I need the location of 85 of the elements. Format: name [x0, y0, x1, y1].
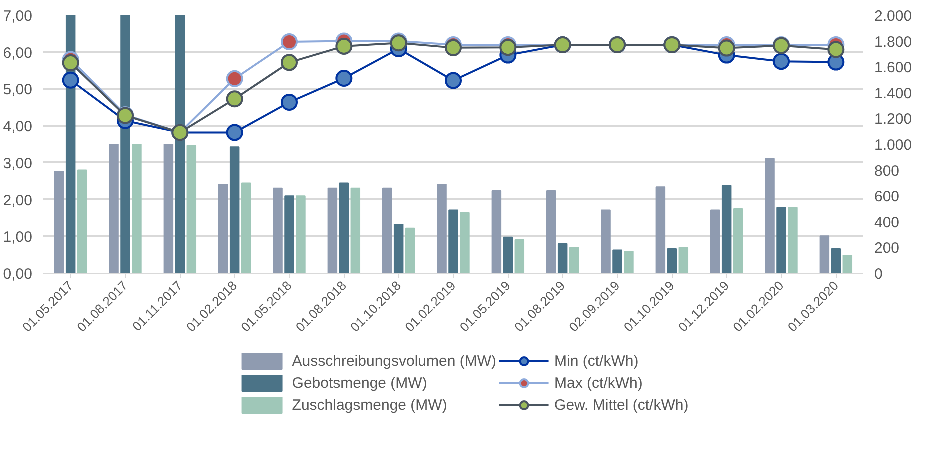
- y2-tick-label: 600: [874, 188, 900, 206]
- y-tick-label: 7,00: [3, 8, 33, 25]
- bar: [569, 247, 580, 274]
- bar: [831, 248, 842, 274]
- legend-label: Min (ct/kWh): [554, 352, 639, 370]
- bar: [820, 236, 830, 274]
- point: [718, 40, 736, 57]
- y2-tick-label: 1.600: [874, 60, 912, 77]
- legend-label: Gebotsmenge (MW): [292, 374, 428, 392]
- bar: [164, 144, 174, 274]
- y-tick-label: 5,00: [3, 82, 33, 99]
- bar: [612, 250, 622, 274]
- bar: [667, 248, 678, 274]
- y2-tick-label: 1.400: [874, 85, 912, 102]
- y-tick-label: 3,00: [3, 155, 33, 172]
- point: [62, 72, 80, 89]
- bar: [765, 158, 775, 274]
- bar: [460, 212, 470, 274]
- point: [336, 70, 353, 88]
- y2-tick-label: 1.000: [874, 137, 912, 154]
- legend-label: Max (ct/kWh): [554, 374, 643, 392]
- bar: [448, 210, 458, 274]
- bar: [601, 210, 611, 274]
- point: [828, 41, 845, 58]
- bar: [186, 145, 197, 274]
- bar: [296, 196, 306, 274]
- bar: [678, 247, 689, 274]
- y2-tick-label: 800: [874, 162, 900, 180]
- point: [281, 94, 298, 111]
- bar: [175, 16, 186, 274]
- bar: [558, 243, 568, 274]
- y-tick-label: 4,00: [3, 118, 33, 136]
- point: [500, 39, 517, 56]
- point: [773, 53, 790, 70]
- bar: [54, 171, 64, 274]
- bar: [339, 182, 350, 274]
- y2-tick-label: 200: [874, 240, 900, 258]
- point: [445, 72, 462, 90]
- y-tick-label: 2,00: [3, 192, 33, 210]
- bar: [218, 184, 228, 274]
- bar: [733, 208, 744, 274]
- y2-tick-label: 0: [874, 266, 883, 283]
- y2-tick-label: 400: [874, 214, 900, 232]
- bar: [722, 185, 732, 274]
- bar: [405, 228, 416, 274]
- bar: [492, 190, 502, 274]
- bar: [842, 254, 853, 274]
- bar: [776, 207, 786, 274]
- y-tick-label: 6,00: [3, 44, 33, 62]
- legend-label: Gew. Mittel (ct/kWh): [554, 396, 689, 414]
- bar: [788, 207, 798, 274]
- point: [226, 70, 244, 88]
- bar: [503, 236, 514, 274]
- bar: [109, 144, 119, 274]
- y-tick-label: 0,00: [3, 266, 33, 283]
- bar: [132, 144, 142, 274]
- bar: [394, 224, 404, 274]
- y2-tick-label: 1.800: [874, 34, 912, 51]
- y2-tick-label: 1.200: [874, 111, 912, 128]
- bar: [437, 184, 447, 274]
- y2-tick-label: 2.000: [874, 8, 912, 25]
- point: [281, 34, 298, 51]
- point: [281, 54, 298, 72]
- bar: [273, 188, 283, 274]
- bar: [382, 188, 392, 274]
- point: [62, 54, 80, 72]
- legend-label: Zuschlagsmenge (MW): [292, 396, 448, 414]
- bar: [546, 190, 556, 274]
- bar: [328, 188, 338, 274]
- point: [445, 39, 462, 56]
- bar: [624, 251, 634, 274]
- bar: [710, 210, 720, 274]
- point: [336, 38, 353, 55]
- point: [226, 124, 244, 142]
- bar: [514, 239, 525, 274]
- point: [226, 90, 244, 108]
- bar: [241, 182, 252, 274]
- y-tick-label: 1,00: [3, 229, 33, 246]
- bar: [284, 196, 294, 274]
- bar: [350, 188, 361, 274]
- bar: [77, 170, 88, 274]
- legend-label: Ausschreibungsvolumen (MW): [292, 352, 497, 370]
- bar: [120, 16, 130, 274]
- bar: [230, 146, 240, 274]
- bar: [656, 186, 666, 274]
